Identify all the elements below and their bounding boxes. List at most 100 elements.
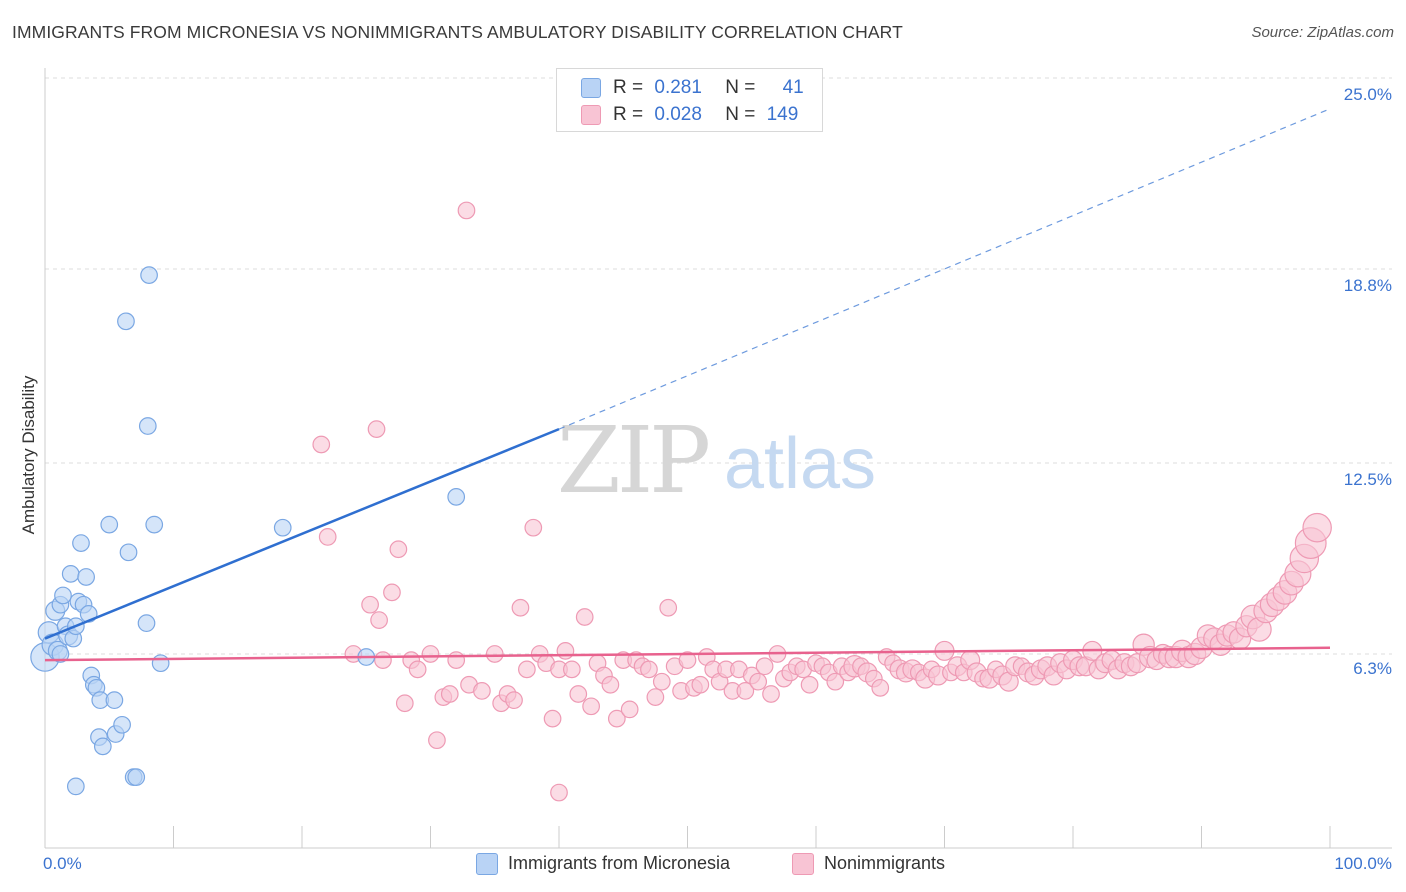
r-value: 0.281 [654, 77, 702, 98]
r-value: 0.028 [654, 104, 702, 125]
data-point [575, 608, 594, 626]
data-point [145, 515, 164, 534]
data-point [374, 651, 392, 669]
data-point [127, 768, 146, 787]
data-point [117, 312, 135, 331]
n-label: N = [725, 104, 756, 125]
stats-text: R = 0.028 N = 149 [613, 104, 798, 126]
series-legend: Immigrants from Micronesia Nonimmigrants [0, 852, 1406, 878]
data-point [457, 201, 476, 220]
data-point [691, 675, 710, 694]
chart-title: IMMIGRANTS FROM MICRONESIA VS NONIMMIGRA… [12, 22, 903, 42]
data-point [440, 685, 459, 703]
r-label: R = [613, 77, 644, 98]
data-point [620, 700, 639, 719]
data-point [678, 651, 697, 669]
r-label: R = [613, 104, 644, 125]
data-point [762, 685, 780, 703]
data-point [562, 660, 581, 679]
data-point [408, 660, 427, 679]
data-point [105, 691, 124, 710]
legend-swatch-pink [792, 853, 814, 875]
data-point [100, 515, 119, 534]
data-point [447, 651, 466, 669]
swatch-blue [581, 78, 601, 98]
legend-label: Immigrants from Micronesia [508, 853, 731, 873]
data-point [61, 565, 80, 583]
data-point [361, 595, 379, 614]
data-point [66, 777, 85, 796]
data-point [428, 731, 446, 750]
data-point [318, 528, 337, 546]
n-label: N = [725, 77, 756, 98]
y-tick-label: 12.5% [1344, 470, 1392, 489]
data-point [646, 688, 665, 706]
data-point [370, 611, 388, 629]
data-point [113, 715, 131, 734]
data-point [755, 657, 774, 676]
watermark-zip: ZIP [557, 407, 708, 514]
trend-lines [44, 108, 1331, 662]
data-point [151, 654, 170, 673]
data-point [395, 694, 414, 713]
trend-line-micronesia-extension [558, 108, 1331, 430]
series-immigrants-micronesia [30, 266, 466, 796]
data-point [137, 614, 156, 633]
data-point [312, 435, 331, 454]
stats-text: R = 0.281 N = 41 [613, 77, 804, 99]
data-point [652, 672, 671, 691]
y-tick-label: 18.8% [1344, 276, 1392, 295]
legend-swatch-blue [476, 853, 498, 875]
data-point [421, 645, 440, 663]
data-point [54, 586, 72, 605]
series-nonimmigrants [312, 201, 1332, 802]
data-point [72, 534, 90, 552]
axes [44, 68, 1392, 849]
data-point [93, 737, 112, 756]
data-point [556, 642, 575, 660]
legend-label: Nonimmigrants [824, 853, 946, 873]
watermark: ZIP atlas [557, 407, 876, 514]
n-value: 149 [766, 104, 799, 125]
data-point [871, 678, 890, 697]
data-point [1302, 512, 1332, 543]
gridlines [45, 77, 1392, 655]
trend-line-micronesia [44, 427, 560, 640]
y-tick-label: 25.0% [1344, 85, 1392, 104]
data-point [383, 583, 401, 602]
data-point [485, 645, 504, 663]
data-point [77, 568, 95, 586]
data-point [138, 417, 157, 435]
data-point [447, 488, 466, 506]
source-label: Source: ZipAtlas.com [1251, 24, 1394, 41]
data-point [569, 685, 588, 703]
data-point [736, 682, 755, 700]
data-point [582, 697, 600, 716]
data-point [659, 598, 678, 617]
data-point [511, 598, 530, 617]
swatch-pink [581, 105, 601, 125]
data-point [640, 660, 658, 679]
data-point [473, 682, 491, 700]
data-point [601, 675, 620, 694]
x-tick-label-min: 0.0% [43, 854, 82, 873]
y-tick-label: 6.3% [1353, 659, 1392, 678]
stats-legend: R = 0.281 N = 41 R = 0.028 N = 149 [556, 68, 823, 132]
data-point [800, 675, 819, 694]
data-point [51, 645, 70, 663]
data-point [550, 783, 568, 802]
n-value: 41 [782, 77, 804, 98]
watermark-atlas: atlas [724, 424, 876, 504]
data-point [524, 518, 543, 537]
data-point [518, 660, 536, 679]
data-point [389, 540, 408, 559]
data-point [367, 420, 386, 438]
data-point [543, 709, 562, 728]
trend-line-nonimmigrants [44, 646, 1331, 662]
data-point [749, 672, 768, 691]
data-point [826, 672, 845, 691]
x-tick-label-max: 100.0% [1334, 854, 1392, 873]
data-point [607, 709, 626, 728]
data-point [505, 691, 523, 710]
